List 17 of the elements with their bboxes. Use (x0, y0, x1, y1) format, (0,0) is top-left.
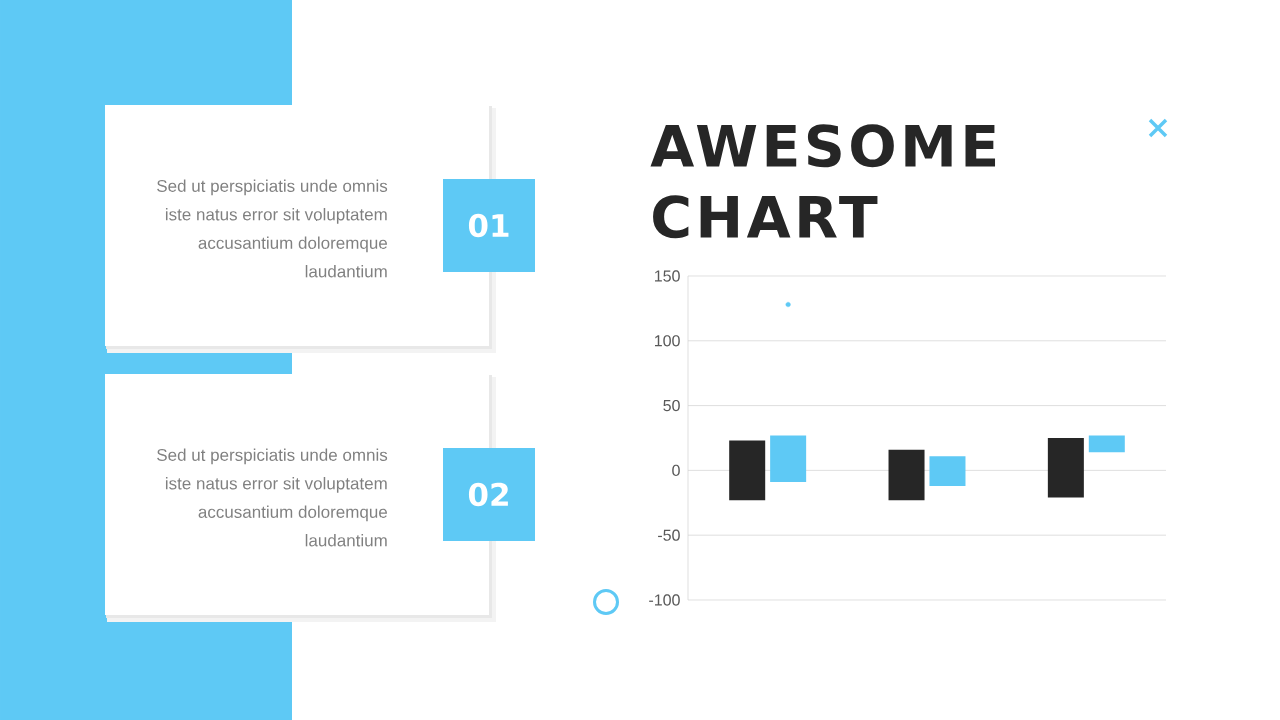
bar (1047, 437, 1084, 498)
text: Sed ut perspiciatis unde omnis iste natus error sit voluptatem accusantium doloremque laudantium (157, 448, 388, 547)
y-tick-label: 100 (655, 335, 680, 347)
text: Sed ut perspiciatis unde omnis iste natus error sit voluptatem accusantium doloremque laudantium (157, 179, 388, 278)
chart-title: AWESOME CHART (650, 124, 996, 239)
text: 02 (468, 482, 508, 507)
bar (888, 449, 925, 501)
y-tick-label: 0 (672, 464, 680, 477)
bar (770, 435, 807, 483)
y-tick-label: 50 (663, 399, 680, 412)
y-tick-label: -100 (649, 594, 680, 606)
bar (729, 440, 766, 501)
bar (929, 456, 966, 486)
y-tick-label: 150 (655, 270, 680, 282)
y-tick-label: -50 (658, 529, 680, 541)
text: 01 (468, 213, 509, 238)
bar (1088, 435, 1125, 453)
